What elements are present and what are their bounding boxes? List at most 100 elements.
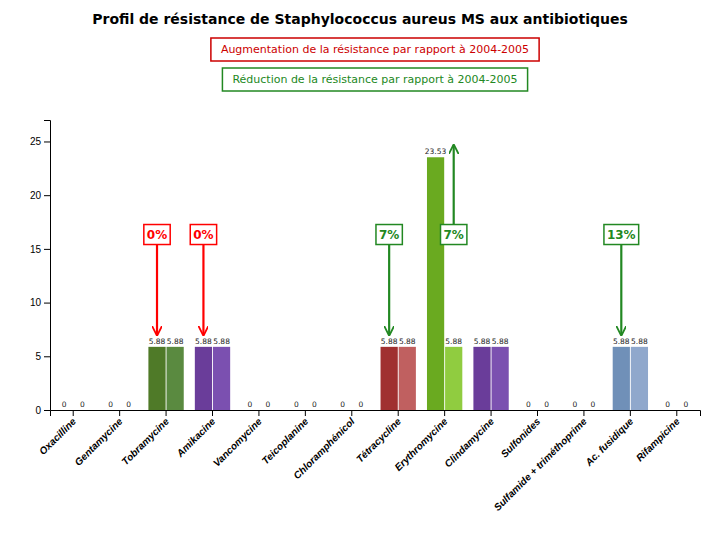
tick: 15 — [30, 244, 50, 255]
bar — [445, 347, 462, 410]
tick-mark — [305, 410, 306, 416]
tick-mark — [166, 410, 167, 416]
data-label: 5.88 — [167, 337, 184, 346]
tick-label: Teicoplanine — [260, 415, 311, 466]
data-label: 0 — [80, 400, 85, 409]
annotation-box — [376, 225, 402, 245]
annotation-arrow — [156, 245, 158, 335]
title: Profil de résistance de Staphylococcus a… — [92, 11, 628, 27]
series — [148, 157, 629, 410]
tick-label: Ac. fusidique — [582, 415, 635, 468]
bar — [520, 410, 537, 411]
tick-label: 20 — [30, 190, 42, 201]
tick: Gentamycine — [72, 410, 124, 468]
bar — [631, 347, 648, 410]
bar — [120, 410, 137, 411]
annotation-arrow — [202, 245, 204, 335]
data-label: 5.88 — [492, 337, 509, 346]
tick-label: Amikacine — [174, 415, 218, 459]
tick: Tobramycine — [119, 410, 171, 467]
data-label: 5.88 — [474, 337, 491, 346]
tick-label: Clindamycine — [442, 415, 496, 469]
tick-mark — [212, 410, 213, 416]
tick: 20 — [30, 190, 50, 201]
tick-label: Sulfonides — [499, 415, 543, 459]
data-label: 0 — [62, 400, 67, 409]
tick: Clindamycine — [442, 410, 496, 469]
note-box — [222, 68, 527, 91]
tick-label: 0 — [35, 405, 41, 416]
data-label: 0 — [312, 400, 317, 409]
data-label: 5.88 — [213, 337, 230, 346]
tick-mark — [491, 410, 492, 416]
data-label: 0 — [665, 400, 670, 409]
data-label: 5.88 — [195, 337, 212, 346]
bar — [492, 347, 509, 410]
bar — [399, 347, 416, 410]
note-box — [211, 38, 539, 61]
annotation-arrow — [620, 245, 622, 335]
bar — [167, 347, 184, 410]
bar — [566, 410, 583, 411]
bar — [259, 410, 276, 411]
bar — [148, 347, 165, 410]
tick: Erythromycine — [392, 410, 450, 473]
data-label: 0 — [340, 400, 345, 409]
tick-mark — [44, 141, 50, 142]
annotation-box — [441, 225, 467, 245]
data-label: 5.88 — [399, 337, 416, 346]
data-label: 5.88 — [613, 337, 630, 346]
bar — [677, 410, 694, 411]
tick-mark — [119, 410, 120, 416]
tick-mark — [44, 303, 50, 304]
annotation: 7% — [376, 225, 402, 335]
annotation: 0% — [190, 225, 216, 335]
data-label: 5.88 — [381, 337, 398, 346]
bar — [288, 410, 305, 411]
tick-label: Chloramphénicol — [291, 416, 357, 482]
data-label: 0 — [572, 400, 577, 409]
tick-mark — [351, 410, 352, 416]
data-label: 0 — [358, 400, 363, 409]
tick-label: 10 — [30, 297, 42, 308]
annotation: 13% — [604, 225, 639, 335]
tick: 5 — [35, 351, 50, 362]
bar — [213, 347, 230, 410]
tick: Teicoplanine — [260, 410, 311, 466]
tick: Amikacine — [174, 410, 218, 460]
bar — [538, 410, 555, 411]
data-label: 0 — [126, 400, 131, 409]
tick-mark — [44, 249, 50, 250]
tick-mark — [258, 410, 259, 416]
tick-mark — [44, 410, 50, 411]
annotation-arrow — [388, 245, 390, 335]
annotation-text: 0% — [147, 228, 167, 242]
data-label: 5.88 — [631, 337, 648, 346]
series — [167, 347, 648, 410]
axis-line — [51, 411, 701, 417]
tick-mark — [537, 410, 538, 416]
bar — [473, 347, 490, 410]
bar — [613, 347, 630, 410]
annotation: Augmentation de la résistance par rappor… — [211, 38, 539, 61]
bar — [306, 410, 323, 411]
annotation: 0% — [144, 225, 170, 335]
annotation: 7% — [441, 145, 467, 244]
bar — [102, 410, 119, 411]
axis-line — [44, 121, 51, 411]
tick: 25 — [30, 136, 50, 147]
annotation-text: 0% — [193, 228, 213, 242]
data-label: 5.88 — [149, 337, 166, 346]
tick: Chloramphénicol — [291, 410, 357, 481]
tick: 0 — [35, 405, 50, 416]
tick-label: Sulfamide + triméthoprime — [492, 415, 589, 512]
tick-mark — [583, 410, 584, 416]
data-label: 0 — [247, 400, 252, 409]
bar — [381, 347, 398, 410]
bar — [74, 410, 91, 411]
bar — [352, 410, 369, 411]
tick-mark — [73, 410, 74, 416]
annotation-box — [190, 225, 216, 245]
annotation-box — [604, 225, 639, 245]
data-label: 0 — [591, 400, 596, 409]
